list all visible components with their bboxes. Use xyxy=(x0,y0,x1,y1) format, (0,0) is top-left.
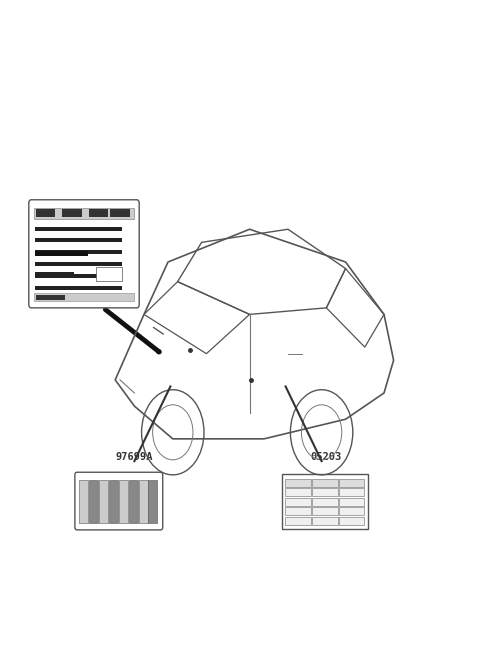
Bar xyxy=(312,488,337,496)
Bar xyxy=(285,479,311,487)
Text: 05203: 05203 xyxy=(311,452,342,462)
Bar xyxy=(312,498,337,506)
Bar xyxy=(35,238,122,242)
Bar xyxy=(109,480,118,523)
Bar xyxy=(110,209,130,217)
Text: 32454B: 32454B xyxy=(87,200,124,210)
FancyBboxPatch shape xyxy=(282,474,368,529)
Bar xyxy=(35,227,122,231)
Bar xyxy=(34,208,134,219)
Bar xyxy=(285,498,311,506)
Bar xyxy=(35,286,122,290)
Bar xyxy=(148,480,157,523)
Bar xyxy=(285,517,311,525)
Bar xyxy=(35,297,122,301)
Bar xyxy=(34,293,134,301)
Bar xyxy=(96,267,122,281)
FancyBboxPatch shape xyxy=(75,472,163,530)
Bar xyxy=(129,480,138,523)
Bar xyxy=(36,209,55,217)
Bar xyxy=(35,250,122,254)
Bar xyxy=(285,488,311,496)
Bar xyxy=(285,507,311,515)
Bar xyxy=(312,517,337,525)
Text: 32453B: 32453B xyxy=(87,218,124,228)
Bar xyxy=(35,251,88,256)
Bar xyxy=(62,209,82,217)
FancyBboxPatch shape xyxy=(29,200,139,308)
Text: 32432B: 32432B xyxy=(87,236,124,246)
Bar xyxy=(35,274,122,278)
Bar xyxy=(89,209,108,217)
Bar xyxy=(99,480,108,523)
Bar xyxy=(312,479,337,487)
Bar xyxy=(35,272,74,278)
Bar xyxy=(338,517,364,525)
Text: 97699A: 97699A xyxy=(116,452,153,462)
Bar xyxy=(36,295,65,300)
Bar xyxy=(338,479,364,487)
Bar xyxy=(79,480,88,523)
Bar xyxy=(139,480,147,523)
Bar xyxy=(312,507,337,515)
Bar xyxy=(338,507,364,515)
Bar xyxy=(35,262,122,266)
Bar xyxy=(89,480,98,523)
Bar xyxy=(119,480,128,523)
Bar xyxy=(338,498,364,506)
Bar xyxy=(338,488,364,496)
